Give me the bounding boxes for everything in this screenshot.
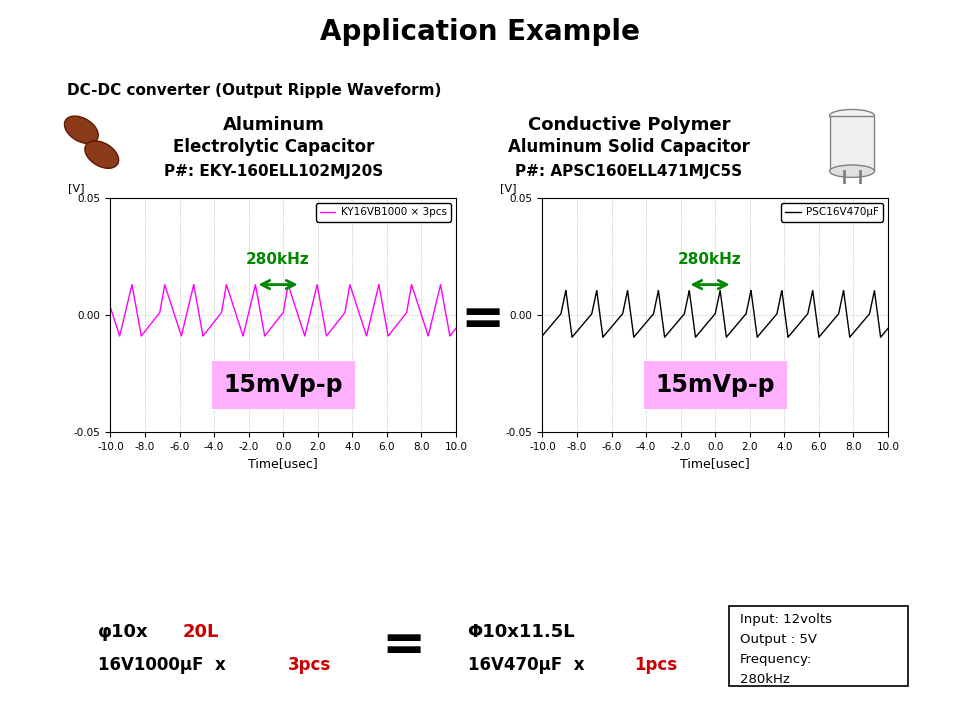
Text: 280kHz: 280kHz [740,672,790,685]
FancyBboxPatch shape [729,606,908,686]
X-axis label: Time[usec]: Time[usec] [249,457,318,470]
Text: 15mVp-p: 15mVp-p [224,373,343,397]
Text: Electrolytic Capacitor: Electrolytic Capacitor [173,138,374,156]
Text: Application Example: Application Example [320,18,640,46]
Text: Frequency:: Frequency: [740,653,812,666]
Text: =: = [461,294,505,346]
Ellipse shape [64,116,98,143]
Text: P#: APSC160ELL471MJC5S: P#: APSC160ELL471MJC5S [516,163,742,179]
Y-axis label: [V]: [V] [67,184,84,193]
Ellipse shape [84,141,119,168]
Y-axis label: [V]: [V] [499,184,516,193]
Text: 15mVp-p: 15mVp-p [656,373,775,397]
Text: 3pcs: 3pcs [288,656,331,674]
Ellipse shape [829,165,875,177]
Text: 1pcs: 1pcs [634,656,677,674]
Text: Output : 5V: Output : 5V [740,633,817,646]
Text: =: = [381,620,425,672]
Text: 20L: 20L [182,623,219,641]
Text: 16V470μF  x: 16V470μF x [468,656,595,674]
Text: 280kHz: 280kHz [678,251,742,266]
Text: Conductive Polymer: Conductive Polymer [528,116,730,134]
Text: Φ10x11.5L: Φ10x11.5L [468,623,575,641]
Legend: PSC16V470μF: PSC16V470μF [780,203,883,222]
Text: 280kHz: 280kHz [246,251,310,266]
Text: φ10x: φ10x [98,623,149,641]
Ellipse shape [829,109,875,122]
Text: P#: EKY-160ELL102MJ20S: P#: EKY-160ELL102MJ20S [164,163,383,179]
Text: DC-DC converter (Output Ripple Waveform): DC-DC converter (Output Ripple Waveform) [67,83,442,98]
Bar [829,116,875,171]
X-axis label: Time[usec]: Time[usec] [681,457,750,470]
Text: Aluminum: Aluminum [223,116,324,134]
Legend: KY16VB1000 × 3pcs: KY16VB1000 × 3pcs [316,203,451,222]
Text: Input: 12volts: Input: 12volts [740,613,831,626]
Text: 16V1000μF  x: 16V1000μF x [98,656,237,674]
Text: Aluminum Solid Capacitor: Aluminum Solid Capacitor [508,138,750,156]
